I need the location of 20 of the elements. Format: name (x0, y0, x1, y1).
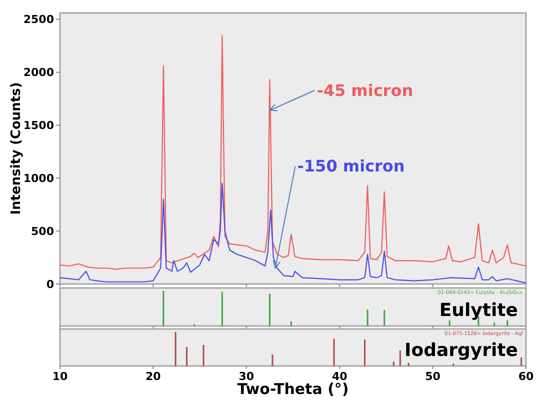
y-tick-label: 1000 (23, 172, 54, 185)
y-tick-label: 2000 (23, 66, 54, 80)
x-tick-label: 20 (146, 370, 162, 383)
x-axis-title: Two-Theta (°) (237, 380, 349, 398)
x-tick-label: 10 (52, 370, 68, 383)
y-tick-label: 1500 (23, 119, 54, 132)
x-tick-label: 50 (425, 370, 441, 383)
y-axis-title: Intensity (Counts) (9, 82, 24, 215)
annotation: -45 micron (316, 80, 414, 100)
line-series (59, 34, 527, 270)
text: Eulytite (439, 300, 518, 321)
text: Iodargyrite (404, 340, 518, 361)
x-tick-label: 30 (238, 370, 254, 383)
y-tick-label: 500 (31, 224, 54, 238)
y-tick-label: 0 (46, 278, 54, 291)
x-tick-label: 60 (518, 370, 534, 383)
y-tick-label: 2500 (23, 13, 54, 26)
line-series (59, 182, 527, 284)
x-tick-label: 40 (332, 370, 348, 383)
annotation: -150 micron (297, 156, 405, 176)
